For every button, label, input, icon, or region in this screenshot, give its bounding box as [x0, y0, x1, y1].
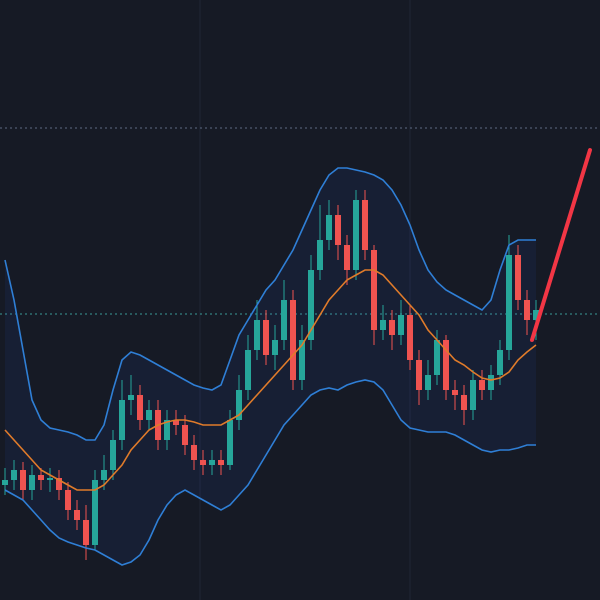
candle-body: [254, 320, 260, 350]
candle-body: [164, 420, 170, 440]
candle-body: [461, 395, 467, 410]
band-line: [4, 269, 537, 491]
candle-body: [380, 320, 386, 330]
plot: [0, 127, 600, 566]
candle-body: [326, 215, 332, 240]
candle-body: [524, 300, 530, 320]
candle-body: [146, 410, 152, 420]
candle-body: [506, 255, 512, 350]
candle-body: [218, 460, 224, 465]
candle-body: [191, 445, 197, 460]
candle-body: [389, 320, 395, 335]
candle-body: [398, 315, 404, 335]
candle-body: [335, 215, 341, 245]
candle-body: [137, 395, 143, 420]
candle-body: [56, 478, 62, 490]
candle-body: [344, 245, 350, 270]
candle-body: [479, 380, 485, 390]
candle-body: [83, 520, 89, 545]
candle-body: [371, 250, 377, 330]
candle-body: [47, 478, 53, 480]
candle-body: [263, 320, 269, 355]
candle-body: [119, 400, 125, 440]
candle-body: [65, 490, 71, 510]
candle-body: [101, 470, 107, 480]
candle-body: [353, 200, 359, 270]
candle-body: [11, 470, 17, 480]
candle-body: [308, 270, 314, 340]
candle-body: [173, 420, 179, 425]
candle-body: [533, 310, 539, 320]
candle-body: [317, 240, 323, 270]
candle-body: [272, 340, 278, 355]
candle-body: [128, 395, 134, 400]
candle-body: [488, 375, 494, 390]
candle-body: [416, 360, 422, 390]
candle-body: [227, 420, 233, 465]
band-line: [4, 167, 536, 441]
candle-body: [281, 300, 287, 340]
candle-body: [497, 350, 503, 375]
candle-body: [110, 440, 116, 470]
candle-body: [362, 200, 368, 250]
candle-body: [92, 480, 98, 545]
candle-body: [20, 470, 26, 490]
candle-body: [434, 340, 440, 375]
candle-body: [443, 340, 449, 390]
band-line: [4, 379, 536, 566]
candle-body: [407, 315, 413, 360]
candle-body: [470, 380, 476, 410]
candle-body: [182, 425, 188, 445]
candle-body: [200, 460, 206, 465]
candle-body: [515, 255, 521, 300]
candle-body: [452, 390, 458, 395]
candle-body: [74, 510, 80, 520]
candle-body: [38, 475, 44, 480]
candle-body: [29, 475, 35, 490]
candle-body: [2, 480, 8, 485]
trend-line-drawing: [530, 148, 592, 342]
candle-body: [290, 300, 296, 380]
candle-body: [236, 390, 242, 420]
candle-body: [245, 350, 251, 390]
candle-body: [209, 460, 215, 465]
band-fill: [5, 168, 536, 565]
candle-body: [299, 340, 305, 380]
candle-body: [425, 375, 431, 390]
